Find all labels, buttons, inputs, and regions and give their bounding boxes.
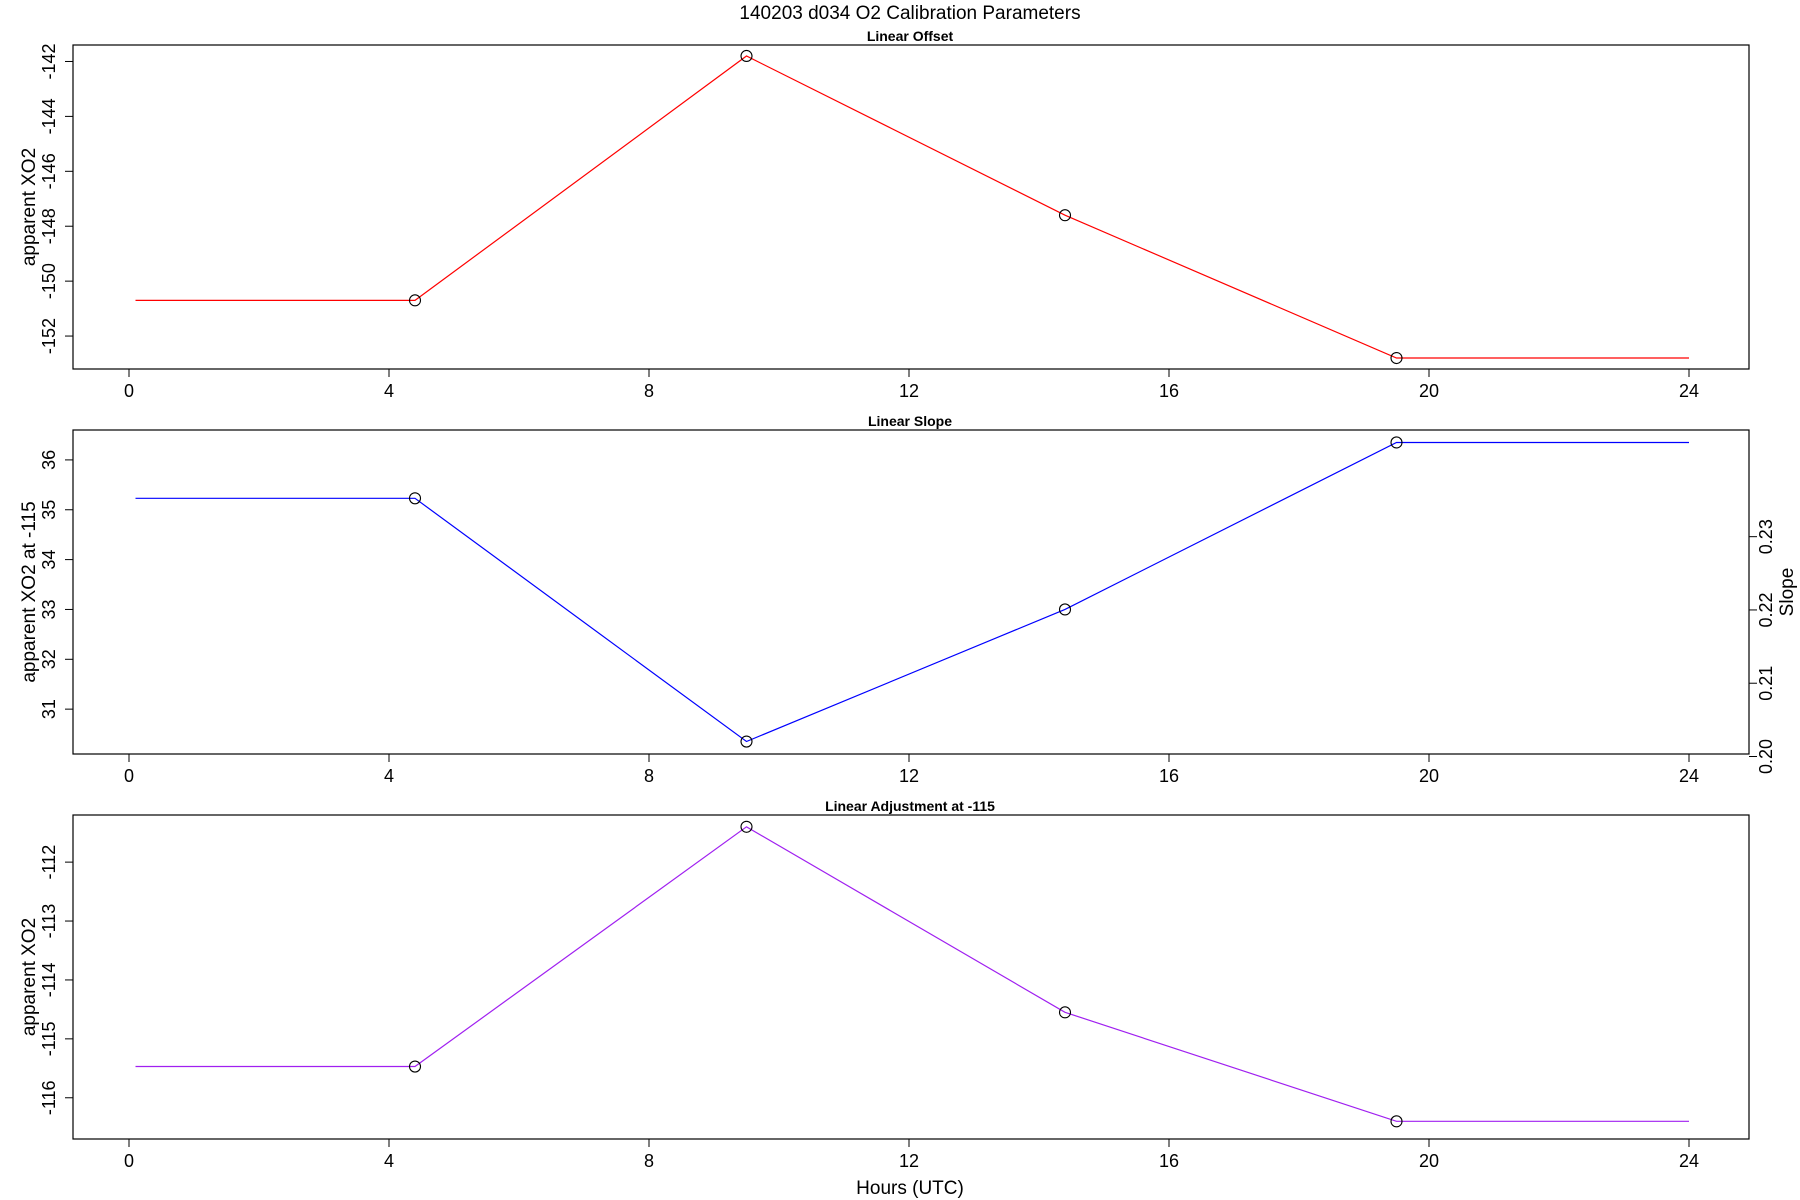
plot-frame: [72, 814, 1750, 1140]
data-point: [1058, 209, 1072, 222]
x-tick-label: 16: [1159, 1151, 1179, 1171]
data-point: [408, 1060, 422, 1073]
panel-title: Linear Adjustment at -115: [825, 798, 995, 814]
x-axis-label: Hours (UTC): [856, 1178, 964, 1199]
x-tick-label: 8: [644, 381, 654, 401]
data-point: [408, 492, 422, 505]
plot-frame: [72, 429, 1750, 755]
chart-panel-3: Linear Adjustment at -115 0 4 8 12 16 20 24 -112…: [19, 798, 1750, 1171]
x-tick-label: 16: [1159, 766, 1179, 786]
y-tick-label: -115: [39, 1022, 59, 1057]
chart-panel-2: Linear Slope 0 4 8 12 16 20 24 31 32 33 34 35 36 appar…: [19, 413, 1798, 786]
y-tick-label: -152: [39, 318, 59, 354]
data-point: [740, 820, 753, 833]
series-line: [135, 441, 1689, 743]
x-tick-label: 24: [1679, 766, 1699, 786]
data-point: [740, 49, 753, 63]
x-tick-label: 0: [124, 766, 134, 786]
data-point: [1390, 351, 1403, 365]
data-point: [1058, 1006, 1072, 1019]
data-point: [1058, 603, 1072, 616]
x-tick-label: 4: [384, 1151, 394, 1171]
y-tick-label: -148: [39, 208, 59, 244]
y-right-axis-label: Slope: [1777, 568, 1798, 617]
y-tick-label: -150: [39, 263, 59, 299]
plot-frame: [72, 44, 1750, 370]
y-right-tick-label: 0.20: [1756, 739, 1776, 774]
x-tick-label: 20: [1419, 766, 1439, 786]
x-tick-label: 12: [899, 381, 919, 401]
data-point: [1390, 436, 1403, 449]
x-tick-label: 24: [1679, 1151, 1699, 1171]
y-tick-label: -114: [39, 963, 59, 998]
data-point: [740, 735, 753, 748]
chart-panels: Linear Offset 0 4 8 12 16 20 24 -142 -144 -146 -148…: [19, 28, 1798, 1171]
panel-title: Linear Offset: [867, 28, 954, 44]
y-tick-label: -142: [39, 43, 59, 79]
y-tick-label: 32: [39, 649, 59, 669]
y-tick-label: 36: [39, 450, 59, 470]
figure-title: 140203 d034 O2 Calibration Parameters: [739, 3, 1080, 24]
y-axis-label: apparent XO2 at -115: [19, 501, 40, 682]
y-tick-label: 34: [39, 550, 59, 570]
data-point: [1390, 1115, 1403, 1128]
series-line: [135, 826, 1689, 1122]
x-tick-label: 8: [644, 766, 654, 786]
data-point: [408, 294, 422, 307]
x-tick-label: 12: [899, 1151, 919, 1171]
y-right-tick-label: 0.22: [1756, 592, 1776, 627]
x-tick-label: 12: [899, 766, 919, 786]
x-tick-label: 4: [384, 766, 394, 786]
y-tick-label: 31: [39, 699, 59, 719]
y-tick-label: 35: [39, 500, 59, 520]
y-tick-label: -113: [39, 904, 59, 939]
chart-panel-1: Linear Offset 0 4 8 12 16 20 24 -142 -144 -146 -148…: [19, 28, 1750, 401]
y-tick-label: -146: [39, 153, 59, 189]
x-tick-label: 20: [1419, 1151, 1439, 1171]
y-tick-label: -144: [39, 98, 59, 134]
x-tick-label: 16: [1159, 381, 1179, 401]
x-tick-label: 8: [644, 1151, 654, 1171]
x-tick-label: 4: [384, 381, 394, 401]
y-axis-label: apparent XO2: [19, 148, 40, 266]
y-axis-label: apparent XO2: [19, 918, 40, 1036]
y-tick-label: 33: [39, 599, 59, 619]
x-tick-label: 0: [124, 1151, 134, 1171]
y-right-tick-label: 0.23: [1756, 519, 1776, 554]
x-tick-label: 24: [1679, 381, 1699, 401]
panel-title: Linear Slope: [868, 413, 952, 429]
series-line: [135, 55, 1689, 359]
y-tick-label: -116: [39, 1080, 59, 1115]
y-right-tick-label: 0.21: [1756, 666, 1776, 701]
y-tick-label: -112: [39, 845, 59, 880]
x-tick-label: 0: [124, 381, 134, 401]
x-tick-label: 20: [1419, 381, 1439, 401]
